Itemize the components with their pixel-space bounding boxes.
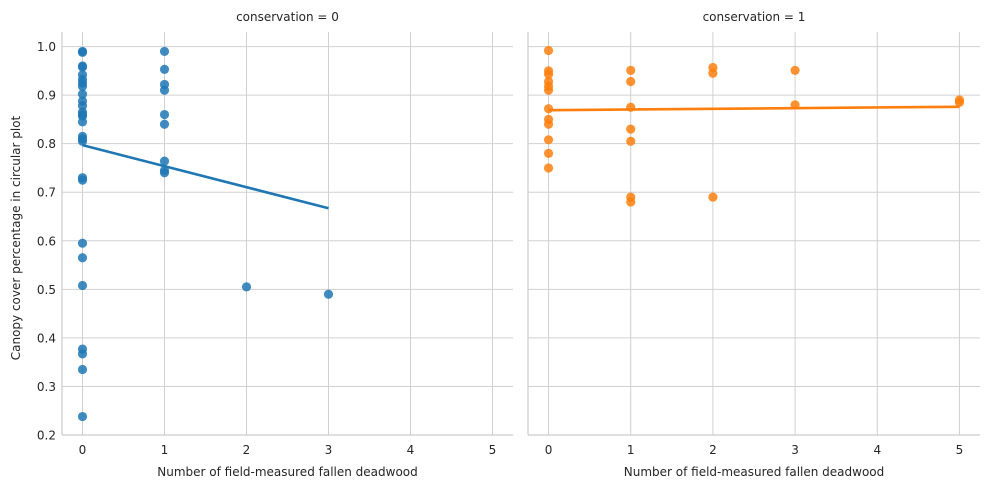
data-point [543,85,554,95]
data-point [159,109,170,120]
y-tick-label: 0.8 [37,137,56,151]
x-tick-label: 4 [407,443,415,457]
data-point [159,156,170,166]
data-point [77,117,88,127]
data-point [77,101,88,111]
data-point [77,89,88,99]
data-point [323,289,334,299]
data-point [543,69,554,79]
x-tick-label: 1 [161,443,169,457]
data-point [159,168,170,178]
x-tick-label: 0 [545,443,553,457]
data-point [159,119,170,129]
data-point [626,136,636,146]
data-point [159,46,170,57]
data-point [77,175,88,185]
y-tick-label: 0.6 [37,234,56,248]
data-point [241,282,252,292]
data-point [626,65,636,75]
data-point [708,192,718,202]
x-tick-label: 5 [956,443,964,457]
data-point [77,411,88,422]
panel-conservation-0: 0 1 2 3 4 5 0.2 0.3 0.4 0.5 0.6 0.7 0.8 0.9 1.0 Number … [37,10,513,479]
data-point [543,163,554,173]
data-point [790,65,800,75]
y-axis-label: Canopy cover percentage in circular plot [9,115,23,360]
regression-line [82,143,329,210]
data-point [708,68,718,78]
x-axis-label: Number of field-measured fallen deadwood [624,465,885,479]
data-point [77,81,88,91]
y-tick-label: 0.4 [37,331,56,345]
data-point [77,280,88,291]
panel-title: conservation = 1 [703,10,806,24]
x-tick-label: 4 [873,443,881,457]
panel-conservation-1: 0 1 2 3 4 5 Number of field-measured fallen de… [527,10,980,479]
y-tick-label: 0.9 [37,89,56,103]
data-point [159,85,170,95]
y-tick-label: 0.5 [37,283,56,297]
data-point [77,238,88,248]
data-point [77,349,88,359]
y-tick-label: 1.0 [37,40,56,54]
data-point [626,124,636,134]
data-point [543,148,554,158]
data-point [626,197,636,207]
data-point [954,97,965,108]
data-point [543,45,554,56]
y-tick-label: 0.7 [37,186,56,200]
data-point [77,47,88,57]
data-point [159,64,170,74]
data-point [543,104,554,114]
data-point [626,76,636,87]
data-point [77,364,88,375]
x-axis-label: Number of field-measured fallen deadwood [157,465,418,479]
x-tick-label: 5 [489,443,497,457]
y-tick-label: 0.3 [37,380,56,394]
data-point [543,135,554,145]
x-tick-label: 3 [325,443,333,457]
x-tick-label: 2 [709,443,717,457]
data-point [77,62,88,72]
x-tick-label: 0 [79,443,87,457]
regression-line [548,105,960,112]
x-tick-label: 1 [627,443,635,457]
x-tick-label: 3 [791,443,799,457]
y-tick-label: 0.2 [37,429,56,443]
panel-title: conservation = 0 [236,10,339,24]
data-point [77,253,88,263]
data-point [543,119,554,129]
data-point [77,136,88,146]
x-tick-label: 2 [243,443,251,457]
